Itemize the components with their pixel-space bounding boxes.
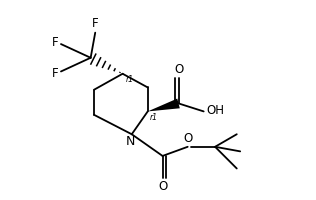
Text: N: N — [126, 135, 135, 148]
Text: F: F — [52, 36, 58, 49]
Text: O: O — [174, 63, 183, 76]
Text: F: F — [52, 67, 58, 80]
Text: O: O — [184, 132, 193, 145]
Text: O: O — [158, 180, 167, 193]
Text: OH: OH — [206, 104, 224, 117]
Text: r1: r1 — [150, 113, 158, 122]
Text: F: F — [92, 17, 99, 30]
Polygon shape — [148, 99, 180, 111]
Text: r1: r1 — [125, 75, 133, 84]
